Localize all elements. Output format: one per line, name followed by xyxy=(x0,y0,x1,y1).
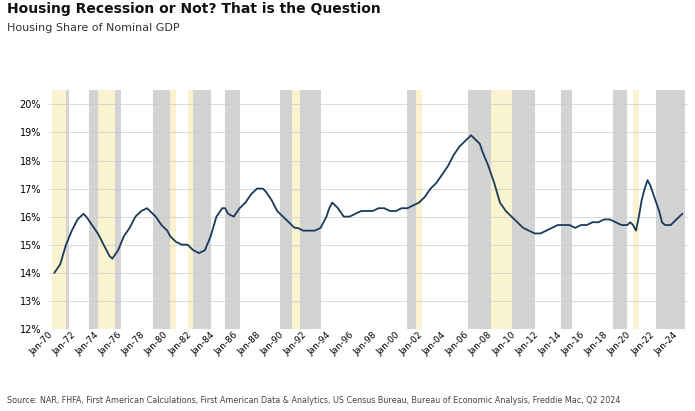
Bar xyxy=(188,90,193,329)
Bar xyxy=(613,90,628,329)
Bar xyxy=(170,90,176,329)
Bar xyxy=(98,90,115,329)
Bar xyxy=(292,90,300,329)
Bar xyxy=(188,90,211,329)
Bar xyxy=(407,90,419,329)
Bar xyxy=(51,90,66,329)
Bar xyxy=(54,90,69,329)
Bar xyxy=(416,90,422,329)
Text: Source: NAR, FHFA, First American Calculations, First American Data & Analytics,: Source: NAR, FHFA, First American Calcul… xyxy=(7,396,621,405)
Bar xyxy=(656,90,685,329)
Bar xyxy=(225,90,240,329)
Bar xyxy=(280,90,320,329)
Bar xyxy=(491,90,512,329)
Bar xyxy=(468,90,534,329)
Text: Housing Share of Nominal GDP: Housing Share of Nominal GDP xyxy=(7,23,179,32)
Bar xyxy=(561,90,572,329)
Bar xyxy=(153,90,170,329)
Text: Housing Recession or Not? That is the Question: Housing Recession or Not? That is the Qu… xyxy=(7,2,381,16)
Bar xyxy=(633,90,639,329)
Bar xyxy=(89,90,121,329)
